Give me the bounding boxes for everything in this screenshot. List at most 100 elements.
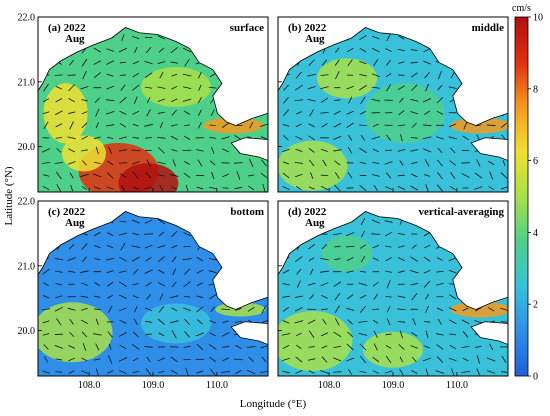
current-vector: [80, 85, 89, 90]
current-vector: [423, 357, 432, 362]
current-vector: [132, 136, 140, 139]
current-vector: [358, 320, 368, 323]
current-vector: [448, 136, 457, 140]
current-vector: [157, 161, 166, 165]
current-vector: [397, 257, 405, 262]
current-vector: [333, 149, 342, 152]
y-tick-label: 22.0: [18, 13, 36, 24]
current-vector: [247, 369, 256, 375]
current-vector: [121, 34, 125, 41]
current-vector: [42, 320, 50, 324]
current-vector: [309, 268, 314, 275]
current-vector: [158, 269, 165, 274]
current-vector: [436, 257, 443, 261]
current-vector: [294, 295, 303, 298]
current-vector: [283, 161, 289, 165]
current-vector: [132, 232, 140, 236]
current-vector: [68, 148, 76, 153]
current-vector: [182, 98, 192, 102]
current-vector: [42, 295, 50, 299]
x-tick-label: 110.0: [206, 380, 228, 391]
current-vector: [171, 109, 177, 116]
current-vector: [486, 124, 496, 127]
current-vector: [488, 307, 495, 312]
current-vector: [145, 257, 152, 262]
current-vector: [184, 318, 190, 325]
current-vector: [69, 331, 75, 337]
current-vector: [260, 371, 268, 373]
current-vector: [81, 282, 88, 286]
current-vector: [307, 98, 316, 102]
current-vector: [334, 184, 341, 192]
current-vector: [345, 232, 355, 237]
current-vector: [385, 186, 392, 190]
current-vector: [106, 85, 114, 90]
current-vector: [411, 122, 417, 128]
current-vector: [384, 161, 393, 165]
current-vector: [107, 305, 113, 313]
colorbar-tick-label: 10: [533, 13, 543, 24]
current-vector: [221, 371, 231, 373]
current-vector: [235, 344, 242, 349]
current-vector: [118, 232, 128, 236]
current-vector: [108, 343, 112, 351]
current-vector: [282, 306, 290, 312]
current-vector: [425, 83, 429, 92]
current-vector: [106, 60, 115, 65]
current-vector: [295, 173, 303, 178]
current-vector: [358, 332, 368, 336]
current-vector: [183, 296, 191, 298]
current-vector: [197, 159, 203, 167]
current-vector: [410, 149, 418, 152]
speed-patch: [38, 302, 113, 363]
current-vector: [236, 171, 241, 180]
current-vector: [386, 172, 392, 179]
coastline: [230, 321, 268, 345]
current-vector: [197, 121, 202, 129]
current-vector: [94, 282, 101, 287]
current-vector: [234, 186, 243, 190]
current-vector: [448, 319, 457, 325]
current-vector: [372, 257, 379, 261]
current-vector: [184, 268, 190, 275]
current-vector: [54, 162, 63, 164]
current-vector: [106, 282, 114, 287]
current-vector: [172, 268, 177, 275]
current-vector: [410, 111, 419, 115]
current-vector: [308, 148, 315, 153]
current-vector: [489, 343, 494, 351]
current-vector: [283, 109, 289, 117]
current-vector: [307, 86, 316, 90]
current-vector: [436, 307, 444, 311]
current-vector: [119, 110, 127, 115]
current-vector: [105, 99, 115, 102]
current-vector: [54, 306, 63, 312]
current-vector: [295, 370, 303, 374]
current-vector: [68, 270, 76, 273]
current-vector: [295, 356, 303, 363]
current-vector: [436, 110, 444, 115]
current-vector: [42, 174, 50, 177]
current-vector: [436, 344, 444, 350]
current-vector: [371, 35, 380, 40]
current-vector: [81, 357, 88, 362]
current-vector: [208, 344, 217, 350]
current-vector: [208, 86, 217, 89]
current-vector: [247, 174, 255, 177]
current-vector: [68, 370, 75, 374]
current-vector: [222, 187, 229, 189]
current-vector: [144, 219, 153, 224]
current-vector: [157, 98, 166, 102]
current-vector: [183, 307, 191, 312]
current-vector: [347, 59, 353, 66]
current-vector: [424, 345, 431, 349]
current-vector: [384, 220, 393, 223]
current-vector: [171, 307, 178, 312]
current-vector: [68, 84, 75, 92]
current-vector: [295, 307, 303, 312]
current-vector: [410, 137, 418, 139]
current-vector: [307, 282, 316, 286]
current-vector: [131, 219, 140, 224]
current-vector: [261, 356, 267, 363]
current-vector: [157, 318, 166, 325]
